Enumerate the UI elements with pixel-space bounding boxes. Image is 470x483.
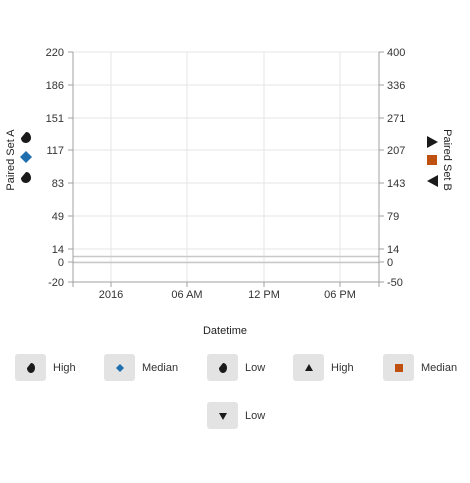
left-axis: 220 186 151 117 83 49 140 -20 [46,47,73,289]
right-tick-label: 207 [387,145,405,157]
legend-swatch [104,354,135,381]
left-axis-title: Paired Set A [5,129,17,191]
right-tick-label: -50 [387,277,403,289]
zero-band [73,255,379,264]
drop-icon [26,362,35,373]
left-tick-label: 151 [46,113,64,125]
x-tick-label: 2016 [99,289,123,301]
legend-item-low-a[interactable]: Low [207,354,265,381]
legend-swatch [293,354,324,381]
left-tick-label: 83 [52,178,64,190]
right-axis-title: Paired Set B [441,129,453,191]
x-axis-title: Datetime [203,325,247,337]
left-tick-label: 49 [52,211,64,223]
legend-item-high-a[interactable]: High [15,354,76,381]
right-tick-label: 143 [387,178,405,190]
triangle-left-icon [427,175,438,187]
drop-icon [21,172,31,183]
right-tick-label: 271 [387,113,405,125]
legend-label: High [331,361,354,374]
legend-item-high-b[interactable]: High [293,354,354,381]
drop-icon [218,362,227,373]
legend-item-low-b[interactable]: Low [207,402,265,429]
grid [73,51,379,283]
left-tick-label: 117 [46,145,64,157]
drop-icon [21,132,31,143]
right-tick-label: 79 [387,211,399,223]
legend-swatch [207,354,238,381]
legend-swatch [207,402,238,429]
right-tick-label: 336 [387,80,405,92]
right-tick-label: 400 [387,47,405,59]
legend-item-median-b[interactable]: Median [383,354,457,381]
x-tick-label: 06 AM [171,289,202,301]
left-tick-label: -20 [48,277,64,289]
x-tick-label: 12 PM [248,289,280,301]
left-tick-label: 0 [58,257,64,269]
left-tick-label: 186 [46,80,64,92]
legend-swatch [383,354,414,381]
right-axis: 400 336 271 207 143 79 140 -50 [379,47,405,289]
diamond-icon [20,151,32,163]
legend-swatch [15,354,46,381]
legend-label: Low [245,361,266,374]
plot-frame [72,52,380,287]
left-tick-label: 220 [46,47,64,59]
square-icon [427,155,437,165]
square-icon [394,363,403,372]
right-axis-series-markers [427,136,438,187]
x-tick-label: 06 PM [324,289,356,301]
triangle-right-icon [427,136,438,148]
triangle-up-icon [304,363,313,371]
left-tick-label: 14 [52,244,64,256]
left-axis-series-markers [20,132,32,183]
triangle-down-icon [218,412,227,420]
legend-label: High [53,361,76,374]
legend-label: Median [421,361,458,374]
right-tick-label: 14 [387,244,399,256]
legend-label: Median [142,361,179,374]
legend-item-median-a[interactable]: Median [104,354,178,381]
x-axis: 2016 06 AM 12 PM 06 PM [99,282,356,301]
right-tick-label: 0 [387,257,393,269]
diamond-icon [115,363,124,372]
legend-label: Low [245,409,266,422]
